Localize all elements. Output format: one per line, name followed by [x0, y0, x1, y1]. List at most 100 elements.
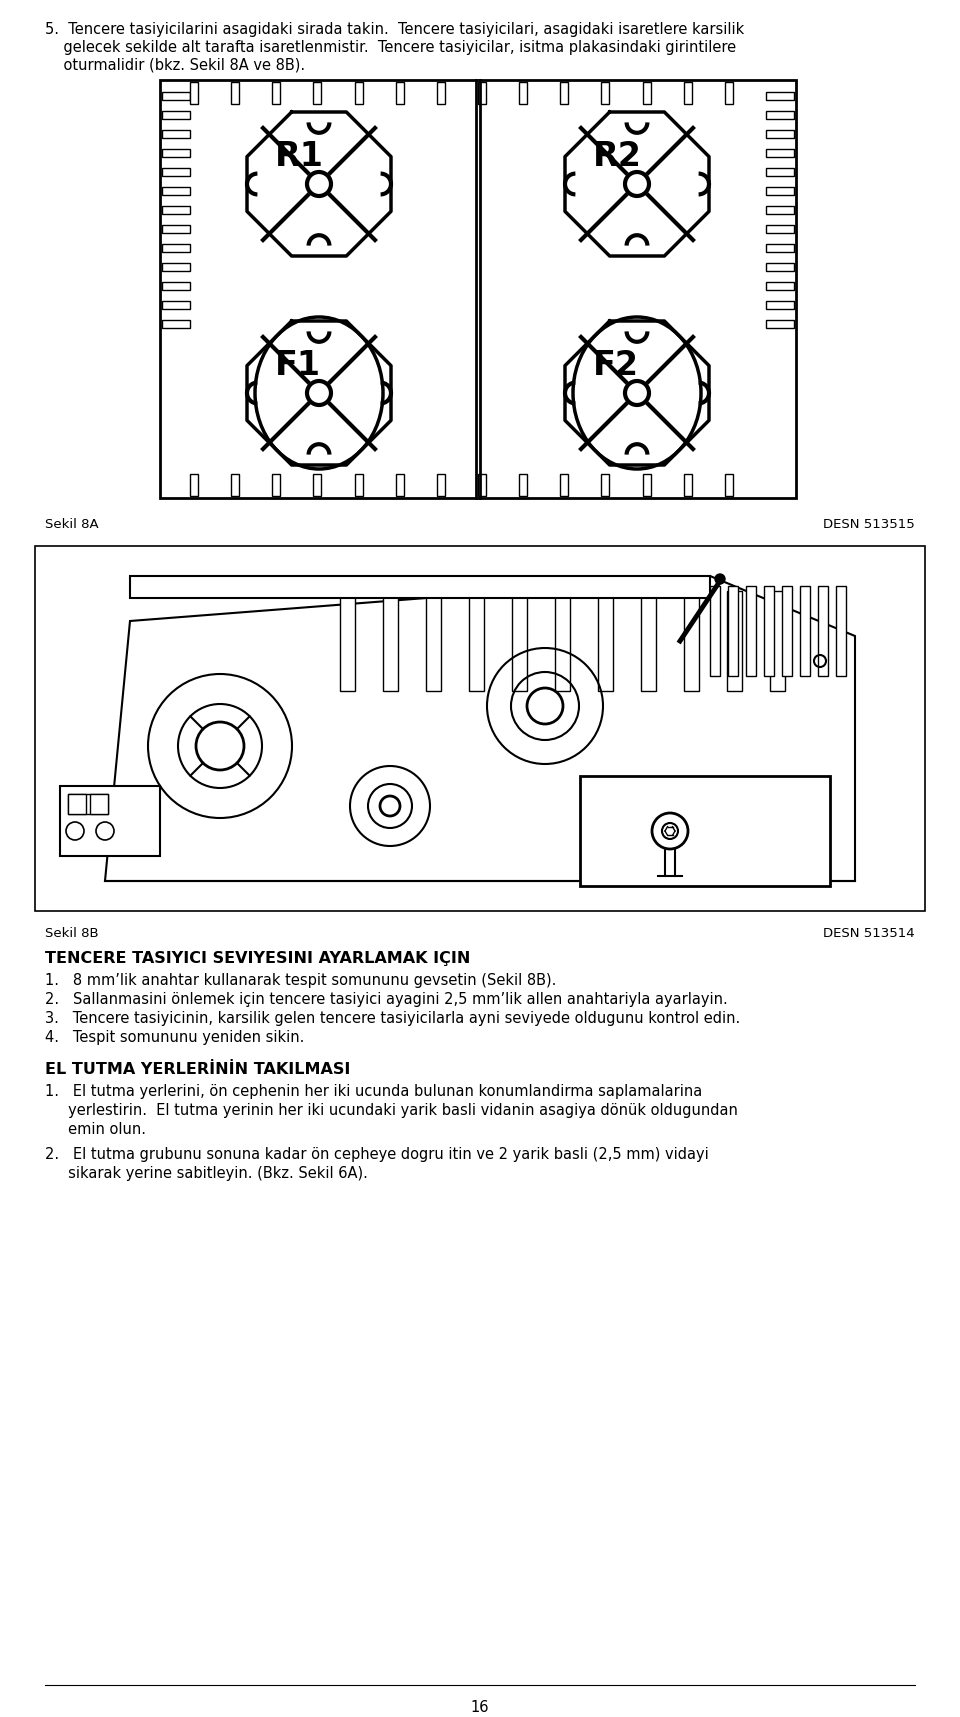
Text: 2.   Sallanmasini önlemek için tencere tasiyici ayagini 2,5 mm’lik allen anahtar: 2. Sallanmasini önlemek için tencere tas… [45, 992, 728, 1006]
Bar [818, 585, 828, 676]
Bar [162, 244, 190, 252]
Bar [340, 591, 355, 690]
Text: DESN 513515: DESN 513515 [824, 519, 915, 531]
Text: emin olun.: emin olun. [45, 1121, 146, 1137]
Bar [190, 474, 198, 496]
Bar [725, 474, 732, 496]
Bar [354, 82, 363, 105]
Bar [580, 776, 830, 886]
Bar [68, 793, 108, 814]
Bar [162, 206, 190, 215]
Text: oturmalidir (bkz. Sekil 8A ve 8B).: oturmalidir (bkz. Sekil 8A ve 8B). [45, 58, 305, 74]
Text: R2: R2 [593, 141, 642, 173]
Text: 2.   El tutma grubunu sonuna kadar ön cepheye dogru itin ve 2 yarik basli (2,5 m: 2. El tutma grubunu sonuna kadar ön ceph… [45, 1147, 708, 1162]
Bar [90, 793, 108, 814]
Bar [231, 474, 239, 496]
Bar [478, 82, 486, 105]
Text: R1: R1 [275, 141, 324, 173]
Bar [684, 82, 692, 105]
Bar [160, 81, 796, 498]
Text: Sekil 8A: Sekil 8A [45, 519, 99, 531]
Bar [396, 82, 404, 105]
Bar [478, 474, 486, 496]
Text: DESN 513514: DESN 513514 [824, 927, 915, 939]
Text: F1: F1 [275, 349, 321, 381]
Bar [766, 130, 794, 137]
Text: 1.   El tutma yerlerini, ön cephenin her iki ucunda bulunan konumlandirma saplam: 1. El tutma yerlerini, ön cephenin her i… [45, 1083, 703, 1099]
Text: 3.   Tencere tasiyicinin, karsilik gelen tencere tasiyicilarla ayni seviyede old: 3. Tencere tasiyicinin, karsilik gelen t… [45, 1011, 740, 1027]
Bar [35, 546, 925, 912]
Bar [766, 300, 794, 309]
Text: 5.  Tencere tasiyicilarini asagidaki sirada takin.  Tencere tasiyicilari, asagid: 5. Tencere tasiyicilarini asagidaki sira… [45, 22, 744, 38]
Bar [727, 591, 742, 690]
Bar [68, 793, 86, 814]
Bar [800, 585, 810, 676]
Bar [728, 585, 738, 676]
Text: 4.   Tespit somununu yeniden sikin.: 4. Tespit somununu yeniden sikin. [45, 1030, 304, 1046]
Text: F2: F2 [593, 349, 639, 381]
Bar [770, 591, 785, 690]
Bar [162, 130, 190, 137]
Bar [354, 474, 363, 496]
Bar [519, 474, 527, 496]
Bar [190, 82, 198, 105]
Bar [162, 149, 190, 156]
Bar [766, 206, 794, 215]
Bar [60, 786, 160, 857]
Bar [766, 244, 794, 252]
Bar [519, 82, 527, 105]
Bar [725, 82, 732, 105]
Bar [396, 474, 404, 496]
Circle shape [715, 573, 725, 584]
Bar [162, 225, 190, 234]
Bar [766, 225, 794, 234]
Bar [469, 591, 484, 690]
Text: sikarak yerine sabitleyin. (Bkz. Sekil 6A).: sikarak yerine sabitleyin. (Bkz. Sekil 6… [45, 1166, 368, 1181]
Bar [746, 585, 756, 676]
Bar [766, 282, 794, 290]
Bar [162, 112, 190, 118]
Bar [766, 263, 794, 271]
Bar [162, 319, 190, 328]
Text: yerlestirin.  El tutma yerinin her iki ucundaki yarik basli vidanin asagiya dönü: yerlestirin. El tutma yerinin her iki uc… [45, 1102, 738, 1118]
Bar [313, 82, 322, 105]
Bar [766, 168, 794, 177]
Bar [555, 591, 570, 690]
Bar [766, 149, 794, 156]
Bar [642, 82, 651, 105]
Text: 16: 16 [470, 1700, 490, 1715]
Bar [426, 591, 441, 690]
Text: EL TUTMA YERLERİNİN TAKILMASI: EL TUTMA YERLERİNİN TAKILMASI [45, 1063, 350, 1077]
Bar [162, 93, 190, 100]
Text: 1.   8 mm’lik anahtar kullanarak tespit somununu gevsetin (Sekil 8B).: 1. 8 mm’lik anahtar kullanarak tespit so… [45, 974, 557, 987]
Bar [766, 187, 794, 196]
Bar [437, 82, 444, 105]
Bar [437, 474, 444, 496]
Bar [766, 112, 794, 118]
Bar [162, 282, 190, 290]
Bar [601, 82, 610, 105]
Text: TENCERE TASIYICI SEVIYESINI AYARLAMAK IÇIN: TENCERE TASIYICI SEVIYESINI AYARLAMAK IÇ… [45, 951, 470, 967]
Bar [766, 319, 794, 328]
Bar [642, 474, 651, 496]
Bar [512, 591, 527, 690]
Bar [162, 263, 190, 271]
Bar [561, 474, 568, 496]
Bar [313, 474, 322, 496]
Bar [162, 168, 190, 177]
Bar [383, 591, 398, 690]
Bar [162, 187, 190, 196]
Bar [130, 575, 710, 598]
Text: Sekil 8B: Sekil 8B [45, 927, 99, 939]
Bar [684, 591, 699, 690]
Bar [766, 93, 794, 100]
Text: gelecek sekilde alt tarafta isaretlenmistir.  Tencere tasiyicilar, isitma plakas: gelecek sekilde alt tarafta isaretlenmis… [45, 39, 736, 55]
Bar [598, 591, 613, 690]
Bar [836, 585, 846, 676]
Bar [710, 585, 720, 676]
Bar [641, 591, 656, 690]
Bar [782, 585, 792, 676]
Bar [684, 474, 692, 496]
Bar [231, 82, 239, 105]
Bar [273, 82, 280, 105]
